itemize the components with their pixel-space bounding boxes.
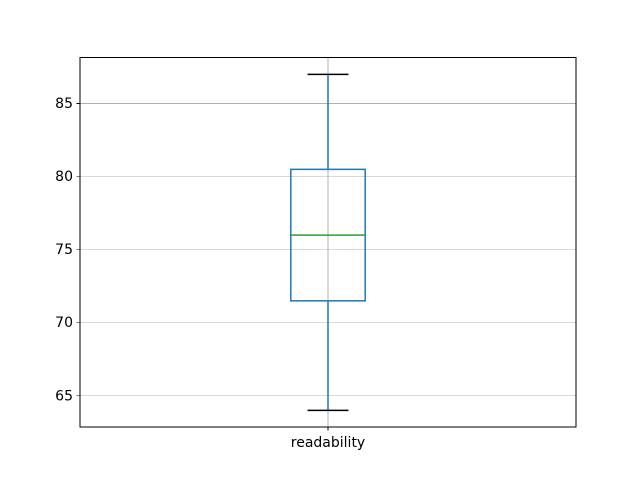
x-tick-label: readability (291, 435, 365, 451)
y-tick-label: 70 (55, 315, 73, 331)
y-tick-label: 85 (55, 96, 73, 112)
y-tick-label: 65 (55, 388, 73, 404)
y-tick-label: 75 (55, 242, 73, 258)
y-tick-label: 80 (55, 169, 73, 185)
